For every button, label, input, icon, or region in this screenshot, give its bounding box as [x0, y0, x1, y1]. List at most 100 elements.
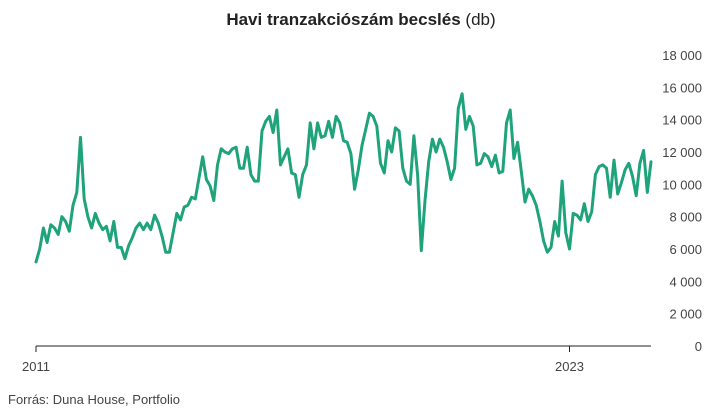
data-point	[305, 163, 308, 166]
data-point	[286, 147, 289, 150]
data-point	[312, 147, 315, 150]
data-point	[338, 121, 341, 124]
data-point	[412, 134, 415, 137]
data-point	[631, 175, 634, 178]
data-point	[368, 112, 371, 115]
data-point	[49, 223, 52, 226]
data-point	[112, 220, 115, 223]
data-point	[146, 222, 149, 225]
data-point	[157, 222, 160, 225]
data-point	[168, 251, 171, 254]
data-point	[90, 227, 93, 230]
data-point	[590, 210, 593, 213]
data-point	[505, 121, 508, 124]
data-point	[401, 167, 404, 170]
data-point	[638, 162, 641, 165]
data-point	[398, 130, 401, 133]
data-point	[120, 246, 123, 249]
data-point	[435, 151, 438, 154]
data-point	[346, 141, 349, 144]
data-point	[520, 170, 523, 173]
data-point	[568, 248, 571, 251]
data-point	[268, 115, 271, 118]
data-point	[238, 167, 241, 170]
data-point	[101, 228, 104, 231]
data-point	[223, 151, 226, 154]
data-point	[135, 227, 138, 230]
data-point	[342, 139, 345, 142]
data-point	[427, 160, 430, 163]
data-point	[579, 218, 582, 221]
data-point	[431, 138, 434, 141]
data-point	[331, 136, 334, 139]
data-point	[405, 180, 408, 183]
data-point	[60, 215, 63, 218]
y-tick-label: 2 000	[669, 307, 702, 322]
data-point	[379, 162, 382, 165]
data-point	[320, 136, 323, 139]
data-point	[572, 212, 575, 215]
data-point	[553, 220, 556, 223]
data-point	[557, 235, 560, 238]
data-point	[209, 184, 212, 187]
data-point	[109, 239, 112, 242]
source-note: Forrás: Duna House, Portfolio	[8, 392, 180, 407]
data-point	[94, 212, 97, 215]
data-point	[483, 152, 486, 155]
data-point	[635, 194, 638, 197]
data-point	[68, 230, 71, 233]
data-point	[138, 222, 141, 225]
data-point	[194, 197, 197, 200]
data-point	[353, 188, 356, 191]
data-point	[86, 215, 89, 218]
data-point	[372, 115, 375, 118]
data-point	[516, 141, 519, 144]
data-point	[498, 172, 501, 175]
data-point	[472, 125, 475, 128]
data-point	[642, 149, 645, 152]
data-point	[283, 155, 286, 158]
data-point	[461, 92, 464, 95]
data-point	[583, 202, 586, 205]
data-point	[205, 178, 208, 181]
data-point	[605, 167, 608, 170]
data-point	[142, 228, 145, 231]
data-point	[442, 146, 445, 149]
data-point	[257, 180, 260, 183]
data-point	[235, 146, 238, 149]
data-point	[390, 151, 393, 154]
data-point	[316, 121, 319, 124]
data-point	[601, 163, 604, 166]
data-point	[598, 165, 601, 168]
data-point	[186, 204, 189, 207]
chart-title-unit: (db)	[465, 10, 496, 29]
data-point	[127, 244, 130, 247]
data-point	[531, 194, 534, 197]
data-point	[468, 115, 471, 118]
data-point	[527, 188, 530, 191]
data-point	[83, 197, 86, 200]
data-point	[249, 173, 252, 176]
data-point	[383, 172, 386, 175]
data-point	[212, 199, 215, 202]
y-tick-label: 18 000	[662, 48, 702, 63]
data-point	[449, 178, 452, 181]
data-point	[79, 136, 82, 139]
data-point	[301, 173, 304, 176]
data-point	[35, 260, 38, 263]
data-point	[198, 176, 201, 179]
data-point	[509, 109, 512, 112]
data-point	[253, 180, 256, 183]
data-point	[479, 162, 482, 165]
y-tick-label: 0	[695, 339, 702, 354]
data-point	[609, 196, 612, 199]
data-point	[294, 173, 297, 176]
data-point	[116, 246, 119, 249]
data-point	[561, 180, 564, 183]
data-point	[546, 251, 549, 254]
data-point	[487, 155, 490, 158]
y-tick-label: 12 000	[662, 145, 702, 160]
y-tick-label: 4 000	[669, 274, 702, 289]
data-point	[272, 131, 275, 134]
